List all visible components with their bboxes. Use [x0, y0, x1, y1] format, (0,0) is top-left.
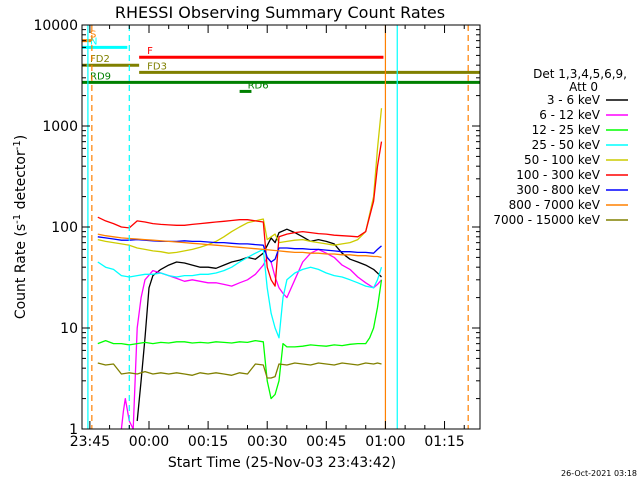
y-tick-label: 10 [60, 321, 78, 337]
legend-label-6: 100 - 300 keV [516, 168, 600, 182]
y-axis-label-sup2: -1 [12, 140, 23, 150]
legend-label-7: 300 - 800 keV [516, 183, 600, 197]
flag-label-fd2: FD2 [90, 54, 110, 65]
legend-header-line-1: Det 1,3,4,5,6,9, [533, 67, 627, 81]
series-line-2 [120, 248, 382, 430]
series-layer [97, 108, 383, 430]
flag-label-rd6: RD6 [248, 80, 269, 91]
tick-layer: 23:45 00:00 00:15 00:30 00:45 01:00 01:15 1 10 10… [33, 18, 480, 450]
series-line-8 [97, 233, 382, 259]
footer-timestamp: 26-Oct-2021 03:18 [561, 469, 637, 478]
legend-label-4: 25 - 50 keV [532, 138, 601, 152]
x-tick-label: 00:00 [129, 434, 169, 450]
y-axis-label-end: ) [13, 135, 29, 140]
chart-title: RHESSI Observing Summary Count Rates [115, 3, 445, 22]
x-tick-label: 00:15 [188, 434, 228, 450]
legend-label-8: 800 - 7000 keV [509, 198, 601, 212]
flag-label-f: F [147, 46, 153, 57]
flag-label-s: S [90, 30, 96, 41]
y-tick-label: 1000 [42, 119, 78, 135]
x-tick-label: 23:45 [70, 434, 110, 450]
flag-layer: SN F FD2 FD3 RD9 RD6 [82, 30, 480, 93]
flag-label-fd3: FD3 [147, 61, 167, 72]
series-line-4 [97, 248, 383, 339]
x-tick-label: 00:30 [247, 434, 287, 450]
legend-header-line-2: Att 0 [569, 80, 598, 94]
y-tick-label: 1 [69, 422, 78, 438]
y-axis-label-main: Count Rate (s [13, 224, 29, 319]
y-axis-label: Count Rate (s-1 detector-1) [12, 135, 30, 319]
flag-label-n: N [90, 36, 97, 47]
y-axis-label-sup1: -1 [12, 214, 23, 224]
legend-label-1: 3 - 6 keV [547, 93, 601, 107]
plot-frame [81, 24, 481, 430]
legend-label-3: 12 - 25 keV [532, 123, 601, 137]
y-axis-label-mid: detector [13, 150, 29, 214]
y-tick-label: 100 [51, 220, 78, 236]
y-tick-label: 10000 [33, 18, 78, 34]
x-tick-label: 01:00 [365, 434, 405, 450]
series-line-5 [97, 108, 383, 254]
series-line-9 [97, 362, 382, 379]
series-line-6 [97, 141, 383, 287]
x-tick-label: 01:15 [424, 434, 464, 450]
legend-label-2: 6 - 12 keV [539, 108, 601, 122]
x-tick-label: 00:45 [306, 434, 346, 450]
legend-label-9: 7000 - 15000 keV [493, 213, 600, 227]
legend-label-5: 50 - 100 keV [524, 153, 601, 167]
x-axis-label: Start Time (25-Nov-03 23:43:42) [168, 455, 396, 471]
series-line-3 [97, 279, 383, 400]
flag-label-rd9: RD9 [90, 71, 111, 82]
